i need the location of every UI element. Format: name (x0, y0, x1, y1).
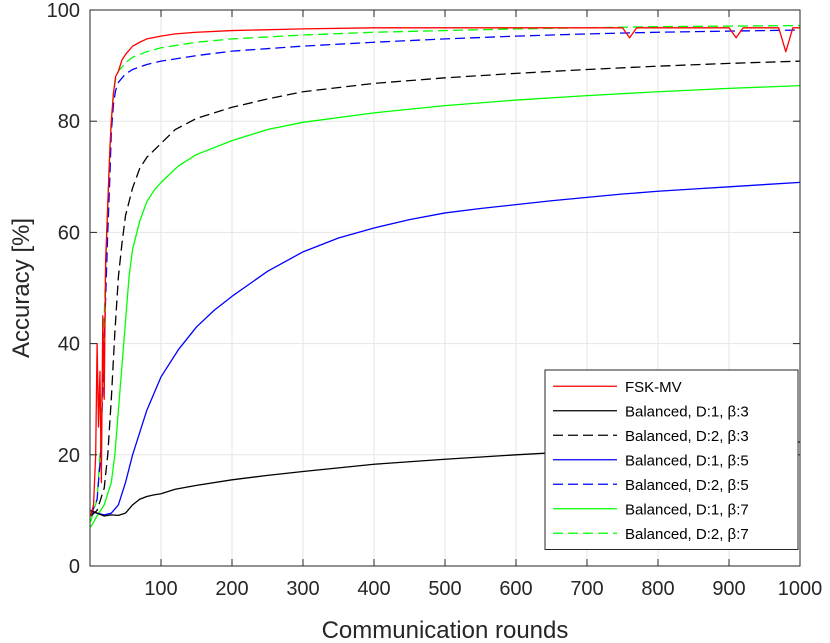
y-tick-label: 60 (58, 222, 80, 244)
x-tick-label: 300 (286, 578, 319, 600)
y-tick-label: 100 (47, 0, 80, 22)
x-tick-label: 400 (357, 578, 390, 600)
series-line-6 (90, 84, 801, 528)
series-line-2 (90, 441, 801, 517)
y-tick-label: 0 (69, 556, 80, 578)
legend-label: Balanced, D:2, β:5 (625, 477, 749, 494)
legend-label: Balanced, D:1, β:5 (625, 452, 749, 469)
series-line-4 (90, 181, 801, 516)
plot-area (90, 24, 801, 528)
legend-label: FSK-MV (625, 379, 682, 396)
x-tick-label: 1000 (778, 578, 823, 600)
y-tick-label: 40 (58, 334, 80, 356)
x-tick-label: 200 (215, 578, 248, 600)
x-tick-label: 100 (144, 578, 177, 600)
legend-label: Balanced, D:2, β:3 (625, 428, 749, 445)
y-tick-label: 80 (58, 111, 80, 133)
series-line-1 (90, 27, 800, 517)
series-line-3 (90, 60, 801, 517)
legend-label: Balanced, D:2, β:7 (625, 526, 749, 543)
x-tick-label: 600 (499, 578, 532, 600)
x-tick-label: 500 (428, 578, 461, 600)
legend: FSK-MV Balanced, D:1, β:3 Balanced, D:2, β… (544, 369, 799, 550)
x-tick-label: 700 (570, 578, 603, 600)
axis-tick-labels: 100 200 300 400 500 600 700 800 900 1000 0 20 40 60 80… (47, 0, 823, 600)
axis-ticks (90, 9, 801, 567)
legend-label: Balanced, D:1, β:3 (625, 403, 749, 420)
x-tick-label: 800 (641, 578, 674, 600)
y-tick-label: 20 (58, 445, 80, 467)
x-tick-label: 900 (712, 578, 745, 600)
y-axis-label: Accuracy [%] (8, 218, 35, 358)
legend-label: Balanced, D:1, β:7 (625, 501, 749, 518)
x-axis-label: Communication rounds (322, 617, 569, 643)
